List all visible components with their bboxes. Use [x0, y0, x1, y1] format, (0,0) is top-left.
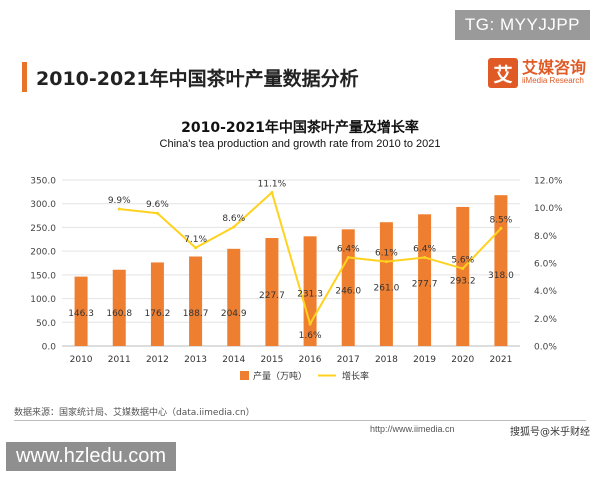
- bar-value-label: 204.9: [221, 309, 247, 319]
- x-tick-label: 2019: [413, 355, 436, 365]
- footer-divider: [14, 420, 586, 421]
- x-tick-label: 2010: [70, 355, 93, 365]
- bar-value-label: 231.3: [297, 290, 323, 300]
- bar: [112, 269, 126, 346]
- bar-value-label: 277.7: [412, 280, 438, 290]
- bar-value-label: 146.3: [68, 309, 94, 319]
- y-left-tick-label: 350.0: [30, 177, 56, 187]
- growth-rate-label: 5.6%: [451, 256, 474, 266]
- bar: [150, 262, 164, 346]
- growth-rate-point: [423, 255, 427, 259]
- bar-value-label: 318.0: [488, 271, 514, 281]
- channel-tag: TG: MYYJJPP: [454, 10, 590, 40]
- growth-rate-label: 6.4%: [413, 244, 436, 254]
- title-accent-bar: [22, 62, 27, 92]
- growth-rate-label: 7.1%: [184, 235, 207, 245]
- brand-logo: 艾 艾媒咨询 iiMedia Research: [487, 58, 586, 88]
- logo-mark-icon: 艾: [487, 58, 518, 88]
- bar: [379, 222, 393, 346]
- x-tick-label: 2011: [108, 355, 131, 365]
- y-right-tick-label: 6.0%: [534, 260, 557, 270]
- x-tick-label: 2012: [146, 355, 169, 365]
- growth-rate-label: 8.6%: [222, 214, 245, 224]
- growth-rate-label: 11.1%: [258, 179, 287, 189]
- y-left-tick-label: 0.0: [42, 343, 57, 353]
- logo-name-cn: 艾媒咨询: [521, 58, 586, 78]
- chart-canvas: 0.0 50.0 100.0 150.0 200.0 250.0 300.0 350.0 0.0…: [30, 177, 563, 383]
- legend-line-label: 增长率: [342, 370, 369, 382]
- bar-value-label: 227.7: [259, 291, 285, 301]
- growth-rate-label: 9.6%: [146, 200, 169, 210]
- bar-value-label: 261.0: [374, 283, 400, 293]
- growth-rate-point: [346, 255, 350, 259]
- growth-rate-label: 6.4%: [337, 244, 360, 254]
- growth-rate-point: [117, 207, 121, 211]
- x-tick-label: 2014: [222, 355, 245, 365]
- x-tick-label: 2020: [451, 355, 474, 365]
- legend-bar-label: 产量（万吨）: [253, 370, 307, 382]
- growth-rate-point: [270, 190, 274, 194]
- page-title: 2010-2021年中国茶叶产量数据分析: [36, 68, 359, 90]
- y-left-tick-label: 100.0: [30, 295, 56, 305]
- y-right-tick-label: 10.0%: [534, 204, 563, 214]
- data-source: 数据来源：国家统计局、艾媒数据中心（data.iimedia.cn）: [14, 408, 255, 418]
- growth-rate-point: [232, 225, 236, 229]
- growth-rate-point: [155, 211, 159, 215]
- y-left-tick-label: 250.0: [30, 224, 56, 234]
- x-tick-label: 2018: [375, 355, 398, 365]
- watermark: www.hzledu.com: [6, 442, 177, 471]
- growth-rate-point: [461, 267, 465, 271]
- logo-name-en: iiMedia Research: [521, 76, 584, 86]
- chart-title: 2010-2021年中国茶叶产量及增长率: [181, 120, 419, 136]
- growth-rate-label: 8.5%: [489, 215, 512, 225]
- y-right-tick-label: 4.0%: [534, 287, 557, 297]
- x-tick-label: 2016: [299, 355, 322, 365]
- x-tick-label: 2013: [184, 355, 207, 365]
- y-right-tick-label: 0.0%: [534, 343, 557, 353]
- chart-subtitle: China's tea production and growth rate f…: [159, 138, 441, 150]
- growth-rate-label: 1.6%: [299, 331, 322, 341]
- y-left-tick-label: 200.0: [30, 248, 56, 258]
- legend-bar-swatch: [240, 371, 249, 380]
- bar-value-label: 188.7: [183, 309, 209, 319]
- bar: [189, 256, 203, 346]
- footer-copyright: 搜狐号@米乎财经: [510, 427, 590, 438]
- y-left-tick-label: 150.0: [30, 271, 56, 281]
- bar-value-label: 160.8: [106, 309, 132, 319]
- bar: [456, 206, 470, 346]
- bar: [265, 238, 279, 346]
- bar-value-label: 176.2: [145, 309, 171, 319]
- y-left-tick-label: 300.0: [30, 200, 56, 210]
- x-tick-label: 2021: [489, 355, 512, 365]
- bar: [418, 214, 432, 346]
- bar: [74, 276, 88, 346]
- bar: [227, 248, 241, 346]
- growth-rate-point: [308, 322, 312, 326]
- growth-rate-label: 9.9%: [108, 196, 131, 206]
- y-right-tick-label: 8.0%: [534, 232, 557, 242]
- y-right-tick-label: 12.0%: [534, 177, 563, 187]
- x-tick-label: 2017: [337, 355, 360, 365]
- footer-url[interactable]: http://www.iimedia.cn: [370, 424, 455, 434]
- y-right-tick-label: 2.0%: [534, 315, 557, 325]
- growth-rate-point: [384, 260, 388, 264]
- x-tick-label: 2015: [260, 355, 283, 365]
- bar-value-label: 246.0: [335, 286, 361, 296]
- growth-rate-label: 6.1%: [375, 249, 398, 259]
- growth-rate-point: [499, 226, 503, 230]
- bar-value-label: 293.2: [450, 276, 476, 286]
- growth-rate-point: [194, 246, 198, 250]
- y-left-tick-label: 50.0: [36, 319, 56, 329]
